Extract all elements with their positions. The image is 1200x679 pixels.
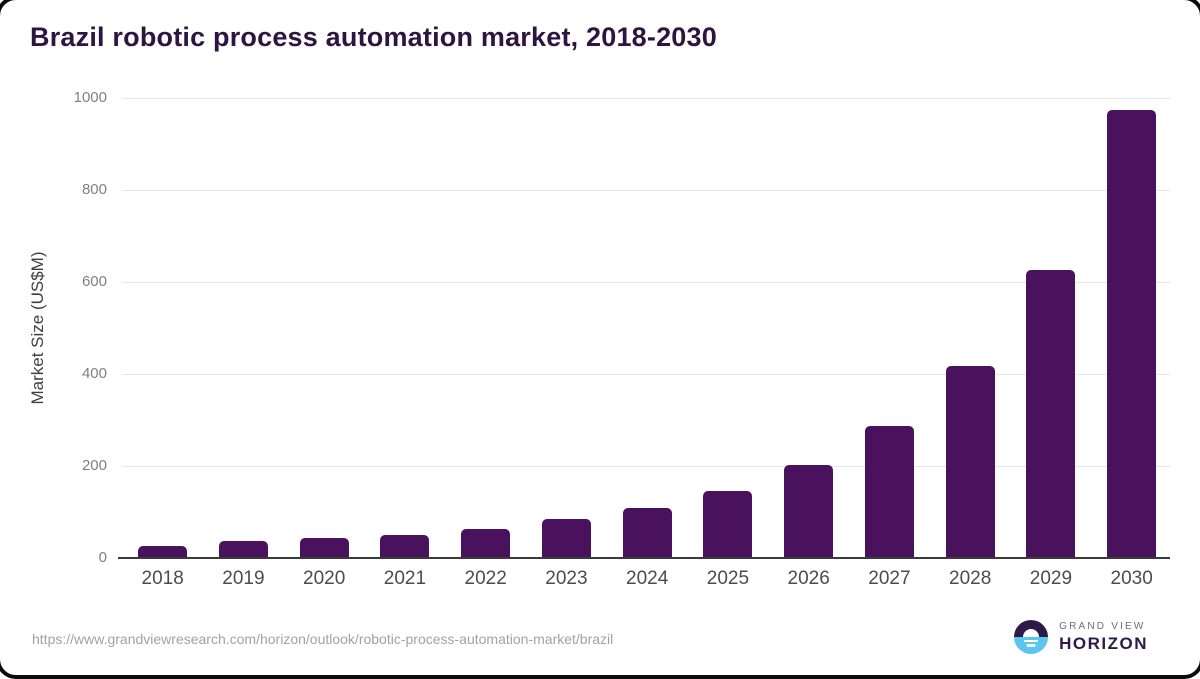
x-label-2019: 2019 xyxy=(203,568,283,590)
y-axis-title: Market Size (US$M) xyxy=(28,98,48,558)
bar-2027[interactable] xyxy=(865,426,914,558)
y-tick-400: 400 xyxy=(0,366,107,382)
logo-product-name: HORIZON xyxy=(1059,634,1148,654)
logo-company-name: GRAND VIEW xyxy=(1059,621,1148,632)
x-label-2027: 2027 xyxy=(849,568,929,590)
bar-2024[interactable] xyxy=(623,508,672,558)
gridline-1000 xyxy=(122,98,1170,99)
x-label-2025: 2025 xyxy=(688,568,768,590)
bar-2021[interactable] xyxy=(380,535,429,558)
x-label-2022: 2022 xyxy=(446,568,526,590)
y-tick-1000: 1000 xyxy=(0,90,107,106)
x-label-2026: 2026 xyxy=(769,568,849,590)
sun-horizon-icon xyxy=(1014,620,1048,654)
gridline-400 xyxy=(122,374,1170,375)
x-label-2029: 2029 xyxy=(1011,568,1091,590)
x-axis-line xyxy=(118,557,1170,559)
x-label-2023: 2023 xyxy=(526,568,606,590)
x-label-2028: 2028 xyxy=(930,568,1010,590)
x-label-2021: 2021 xyxy=(365,568,445,590)
x-label-2030: 2030 xyxy=(1092,568,1172,590)
bar-2023[interactable] xyxy=(542,519,591,558)
y-tick-600: 600 xyxy=(0,274,107,290)
bar-2022[interactable] xyxy=(461,529,510,558)
bar-2019[interactable] xyxy=(219,541,268,558)
grandview-horizon-logo: GRAND VIEW HORIZON xyxy=(1014,620,1148,654)
bar-2029[interactable] xyxy=(1026,270,1075,558)
plot-area xyxy=(122,98,1170,558)
bar-2025[interactable] xyxy=(703,491,752,558)
bar-2020[interactable] xyxy=(300,538,349,558)
x-label-2020: 2020 xyxy=(284,568,364,590)
bar-2026[interactable] xyxy=(784,465,833,558)
y-tick-200: 200 xyxy=(0,458,107,474)
gridline-600 xyxy=(122,282,1170,283)
y-tick-0: 0 xyxy=(0,550,107,566)
bar-2030[interactable] xyxy=(1107,110,1156,559)
x-label-2024: 2024 xyxy=(607,568,687,590)
x-label-2018: 2018 xyxy=(123,568,203,590)
y-tick-800: 800 xyxy=(0,182,107,198)
gridline-800 xyxy=(122,190,1170,191)
gridline-200 xyxy=(122,466,1170,467)
bar-2028[interactable] xyxy=(946,366,995,558)
source-url: https://www.grandviewresearch.com/horizo… xyxy=(32,631,613,647)
